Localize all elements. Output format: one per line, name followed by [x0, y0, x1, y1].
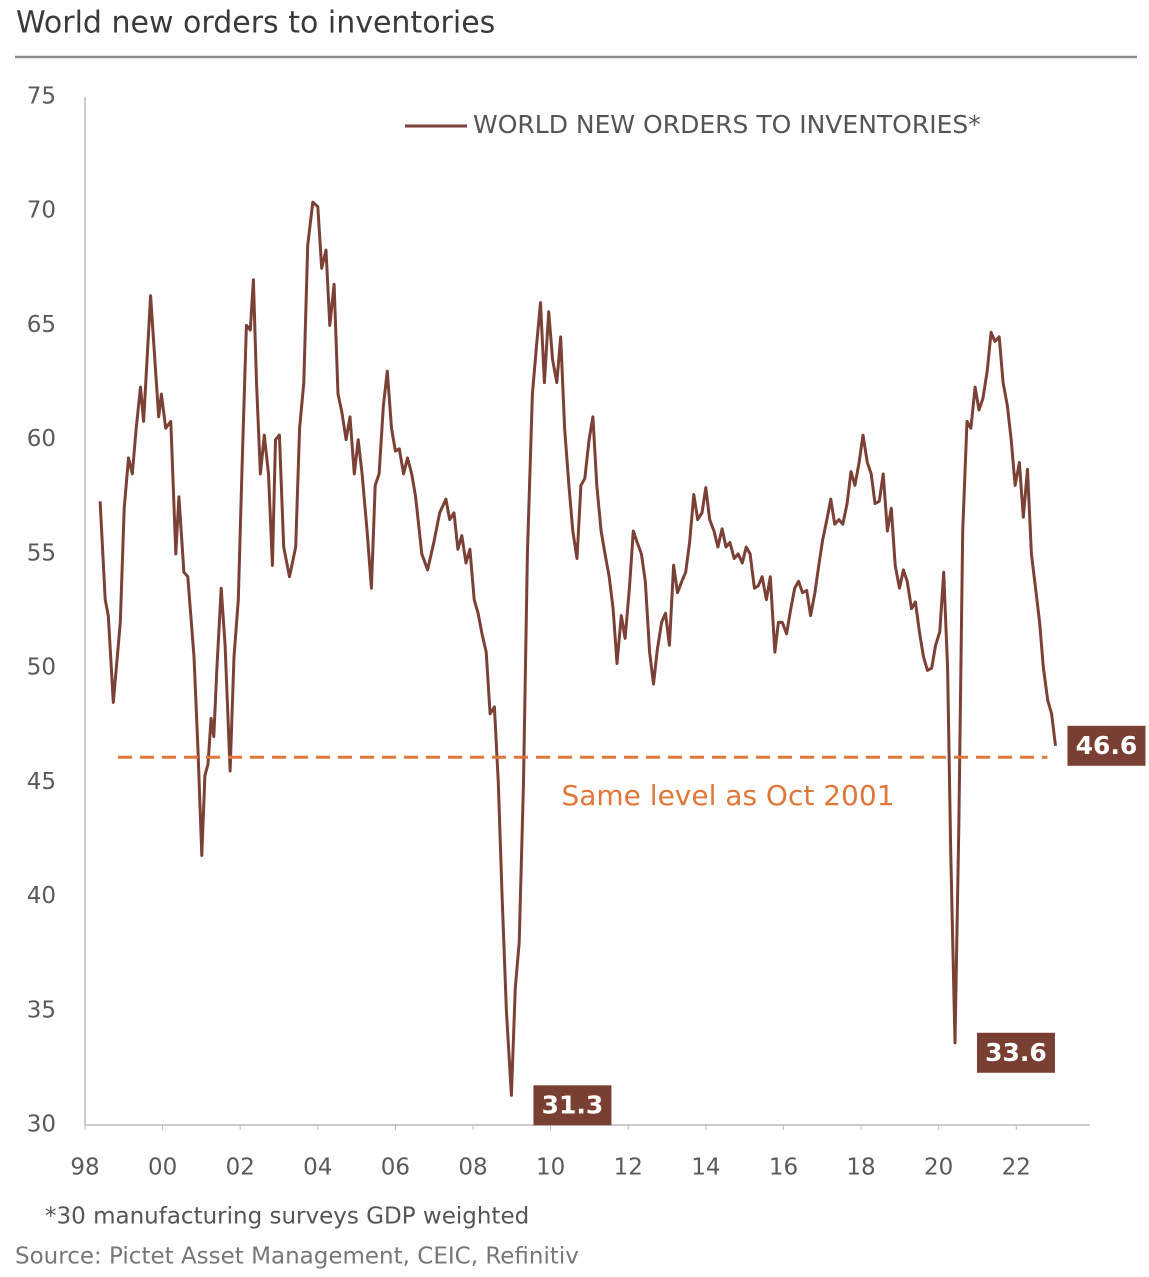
chart-title: World new orders to inventories: [16, 6, 495, 41]
x-tick-label: 14: [691, 1155, 720, 1181]
value-label-box: [1067, 725, 1146, 766]
value-label: 46.6: [1076, 731, 1138, 760]
y-tick-label: 30: [27, 1112, 56, 1138]
y-tick-label: 55: [27, 540, 56, 566]
x-tick-label: 02: [226, 1155, 255, 1181]
value-label-box: [533, 1085, 612, 1126]
y-tick-label: 65: [27, 312, 56, 338]
x-tick-label: 08: [458, 1155, 487, 1181]
y-tick-label: 35: [27, 997, 56, 1023]
x-tick-label: 12: [614, 1155, 643, 1181]
x-tick-label: 00: [148, 1155, 177, 1181]
x-tick-label: 20: [924, 1155, 953, 1181]
reference-label: Same level as Oct 2001: [561, 779, 894, 812]
value-label: 33.6: [985, 1038, 1047, 1067]
y-tick-label: 70: [27, 198, 56, 224]
value-label-box: [976, 1032, 1055, 1073]
y-tick-label: 45: [27, 769, 56, 795]
x-tick-label: 16: [769, 1155, 798, 1181]
x-tick-label: 98: [70, 1155, 99, 1181]
x-tick-label: 04: [303, 1155, 332, 1181]
footnote: *30 manufacturing surveys GDP weighted: [45, 1204, 529, 1230]
x-tick-label: 06: [381, 1155, 410, 1181]
y-tick-label: 75: [27, 84, 56, 110]
source: Source: Pictet Asset Management, CEIC, R…: [15, 1244, 579, 1270]
y-tick-label: 60: [27, 426, 56, 452]
x-tick-label: 10: [536, 1155, 565, 1181]
y-tick-label: 50: [27, 655, 56, 681]
x-tick-label: 22: [1002, 1155, 1031, 1181]
value-label: 31.3: [542, 1090, 604, 1119]
y-tick-label: 40: [27, 883, 56, 909]
series-line: [98, 200, 1057, 1097]
legend-label: WORLD NEW ORDERS TO INVENTORIES*: [473, 110, 981, 139]
x-tick-label: 18: [846, 1155, 875, 1181]
